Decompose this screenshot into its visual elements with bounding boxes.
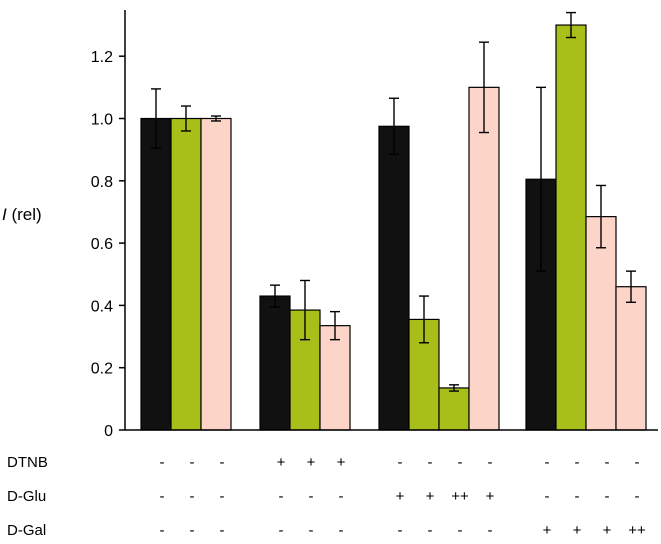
y-axis-label-symbol: I (2, 205, 7, 224)
condition-mark: - (190, 488, 195, 505)
bar (468, 86, 500, 431)
condition-mark: - (488, 454, 493, 471)
condition-table: DTNB - - - + + + - - - - - - - -D-Glu - - - - - - + + ++ + - - - -D-… (7, 454, 646, 539)
condition-mark: - (220, 488, 225, 505)
condition-mark: - (220, 454, 225, 471)
condition-mark: + (396, 488, 405, 505)
condition-mark: - (605, 488, 610, 505)
condition-mark: - (458, 454, 463, 471)
condition-mark: - (428, 454, 433, 471)
y-tick-label: 1.2 (91, 49, 113, 66)
bar (555, 24, 587, 431)
y-axis-label-unit: (rel) (7, 205, 42, 224)
condition-mark: - (279, 488, 284, 505)
condition-mark: - (220, 522, 225, 539)
condition-mark: ++ (451, 488, 469, 505)
y-tick-label: 0.4 (91, 298, 113, 315)
condition-mark: - (160, 454, 165, 471)
bar (259, 295, 291, 431)
condition-mark: + (307, 454, 316, 471)
condition-mark: - (458, 522, 463, 539)
bar (585, 216, 617, 431)
y-tick-label: 0.6 (91, 236, 113, 253)
bar (378, 125, 410, 431)
condition-mark: - (398, 522, 403, 539)
condition-mark: + (603, 522, 612, 539)
condition-mark: + (426, 488, 435, 505)
bar (438, 387, 470, 431)
y-axis-label: I (rel) (2, 205, 42, 224)
condition-mark: - (488, 522, 493, 539)
condition-mark: + (573, 522, 582, 539)
condition-mark: - (635, 488, 640, 505)
condition-mark: - (339, 488, 344, 505)
condition-mark: - (428, 522, 433, 539)
bars (140, 11, 647, 431)
condition-mark: + (543, 522, 552, 539)
condition-mark: - (279, 522, 284, 539)
condition-mark: - (309, 488, 314, 505)
condition-mark: + (337, 454, 346, 471)
condition-mark: - (190, 522, 195, 539)
y-tick-label: 0.2 (91, 361, 113, 378)
condition-mark: - (575, 488, 580, 505)
condition-label: D-Glu (7, 488, 46, 505)
condition-mark: - (605, 454, 610, 471)
y-tick-label: 1.0 (91, 112, 113, 129)
condition-mark: - (309, 522, 314, 539)
y-axis: 0 0.2 0.4 0.6 0.8 1.0 1.2 (91, 10, 126, 440)
condition-mark: - (545, 488, 550, 505)
condition-mark: + (277, 454, 286, 471)
bar (615, 286, 647, 431)
y-tick-label: 0 (104, 423, 113, 440)
condition-mark: + (486, 488, 495, 505)
bar (200, 117, 232, 431)
condition-mark: - (575, 454, 580, 471)
y-tick-label: 0.8 (91, 174, 113, 191)
bar (170, 117, 202, 431)
condition-mark: - (160, 488, 165, 505)
bar (319, 325, 351, 431)
condition-label: D-Gal (7, 522, 46, 539)
bar (140, 117, 172, 431)
condition-mark: - (190, 454, 195, 471)
condition-mark: - (545, 454, 550, 471)
condition-label: DTNB (7, 454, 48, 471)
condition-mark: - (160, 522, 165, 539)
condition-mark: - (635, 454, 640, 471)
condition-mark: ++ (628, 522, 646, 539)
condition-mark: - (398, 454, 403, 471)
condition-mark: - (339, 522, 344, 539)
